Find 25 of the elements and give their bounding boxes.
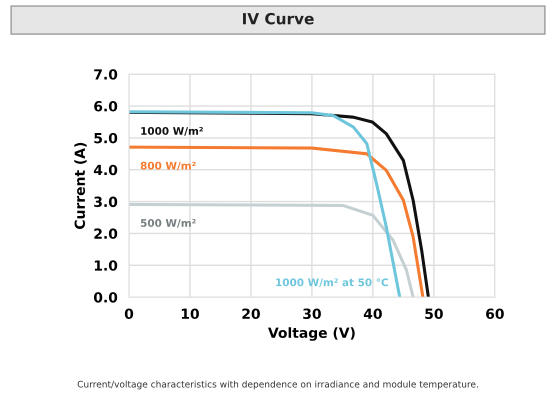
- series-label: 1000 W/m²: [141, 126, 203, 136]
- series-label: 1000 W/m² at 50 °C: [276, 278, 388, 288]
- y-tick-label: 5.0: [94, 132, 118, 144]
- line-series: [128, 146, 424, 298]
- x-axis-title: Voltage (V): [268, 327, 355, 341]
- x-tick-label: 50: [425, 308, 443, 320]
- series-label: 500 W/m²: [140, 219, 196, 228]
- x-tick-label: 10: [182, 308, 199, 320]
- y-tick-label: 0.0: [94, 292, 118, 303]
- y-tick-label: 2.0: [94, 228, 118, 239]
- x-tick-label: 20: [242, 308, 260, 320]
- x-tick-label: 60: [486, 308, 504, 320]
- y-tick-label: 1.0: [94, 260, 118, 271]
- series-label: 800 W/m²: [140, 162, 196, 170]
- y-tick-label: 4.0: [94, 164, 118, 176]
- y-tick-label: 7.0: [94, 69, 118, 80]
- y-tick-label: 3.0: [94, 196, 118, 208]
- chart-title: IV Curve: [243, 12, 314, 24]
- line-series: [128, 202, 415, 298]
- x-tick-label: 0: [124, 308, 134, 320]
- x-tick-label: 40: [364, 308, 382, 320]
- text: Current/voltage characteristics with dependence on irradiance and module temperature.: [78, 380, 478, 390]
- x-tick-label: 30: [303, 308, 321, 320]
- y-axis-title: Current (A): [74, 142, 87, 229]
- y-tick-label: 6.0: [94, 101, 118, 112]
